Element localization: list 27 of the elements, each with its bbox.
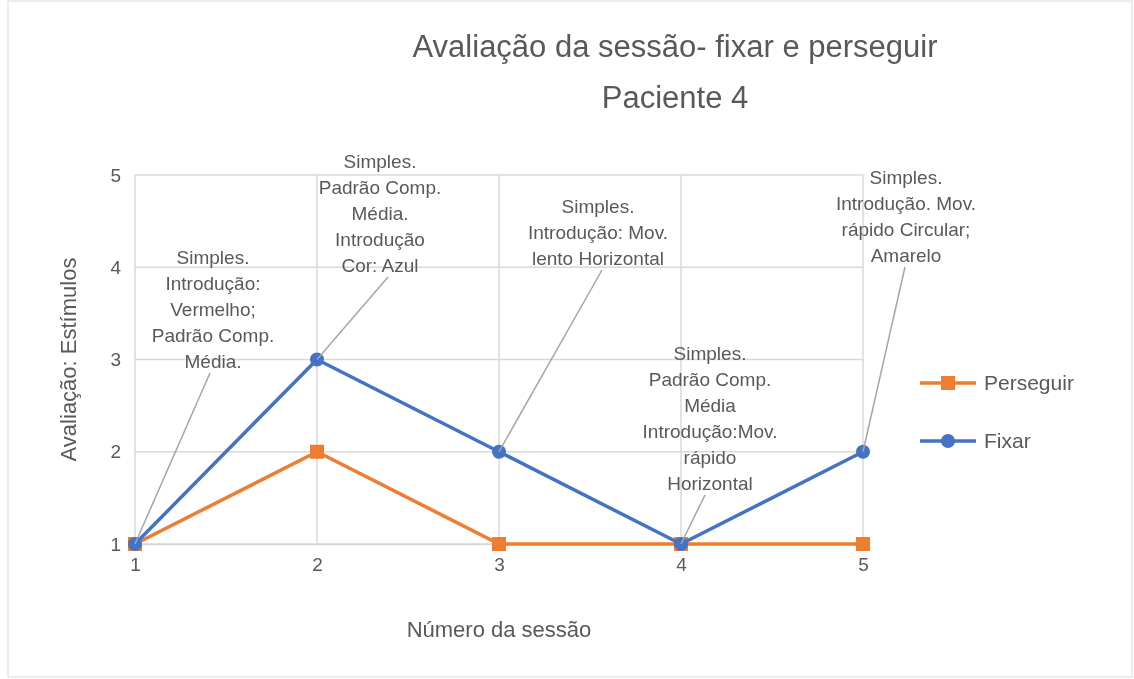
point — [310, 352, 324, 367]
point — [310, 444, 324, 459]
y-tick-label: 3 — [110, 349, 121, 371]
annotation: Simples. Introdução: Mov. lento Horizontal — [527, 196, 669, 269]
annotation: Simples. Introdução: Vermelho; Padrão Comp. Média. — [151, 247, 275, 372]
legend-label: Fixar — [984, 429, 1031, 452]
x-tick-label: 5 — [858, 554, 869, 576]
point — [856, 537, 870, 551]
annotation: Simples. Introdução. Mov. rápido Circular; Amarelo — [835, 167, 977, 266]
annotation: Simples. Padrão Comp. Média Introdução:Mov. rápido Horizontal — [642, 343, 778, 494]
annotation: Simples. Padrão Comp. Média. Introdução Cor: Azul — [318, 151, 442, 276]
chart-title: Avaliação da sessão- fixar e perseguir — [412, 29, 938, 64]
x-axis-title: Número da sessão — [406, 617, 592, 642]
legend-label: Perseguir — [984, 371, 1074, 394]
point — [856, 444, 870, 459]
y-tick-label: 2 — [110, 441, 121, 463]
y-tick-label: 1 — [110, 533, 121, 555]
point — [492, 537, 506, 551]
point — [492, 444, 506, 459]
y-axis-title: Avaliação: Estímulos — [56, 257, 81, 462]
x-tick-label: 3 — [494, 554, 505, 576]
x-tick-label: 2 — [312, 554, 323, 576]
y-tick-label: 5 — [110, 164, 121, 186]
chart-subtitle: Paciente 4 — [601, 80, 749, 115]
y-tick-label: 4 — [110, 256, 122, 278]
x-tick-label: 1 — [130, 554, 141, 576]
x-tick-label: 4 — [676, 554, 688, 576]
